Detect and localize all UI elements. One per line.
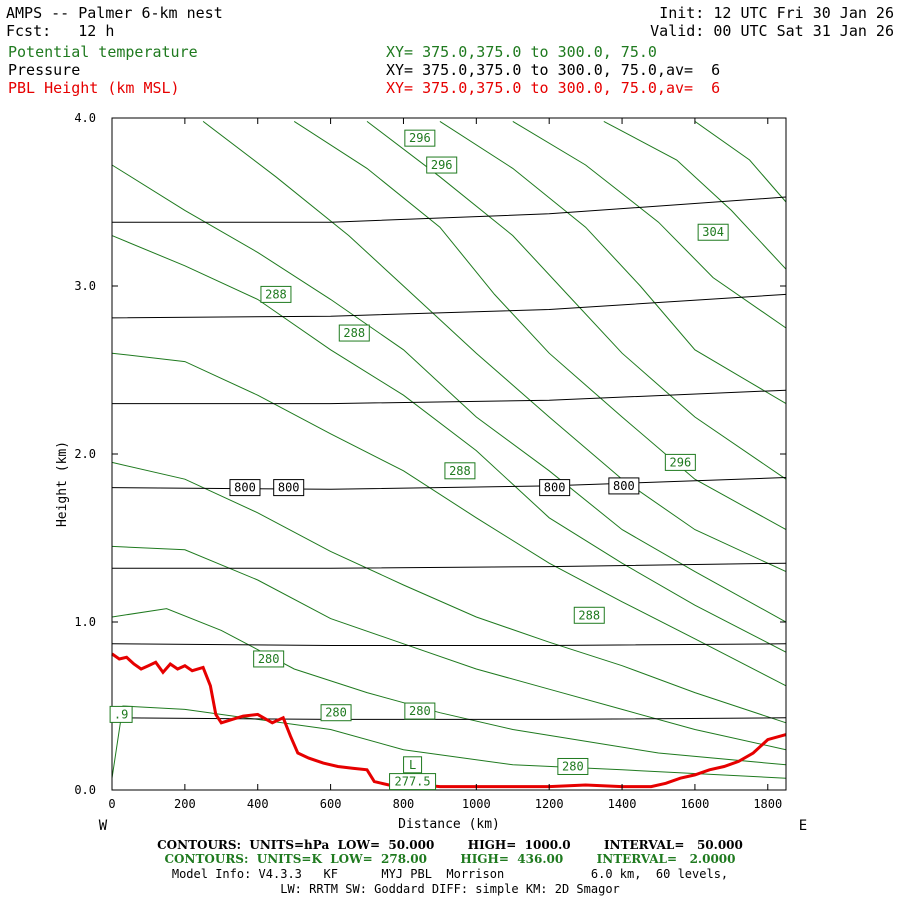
svg-text:800: 800: [234, 481, 256, 495]
svg-text:288: 288: [578, 608, 600, 622]
theta-contour: [439, 120, 787, 405]
theta-contour: [111, 164, 787, 623]
theta-label: 280: [320, 704, 352, 722]
svg-text:304: 304: [702, 225, 724, 239]
theta-contour: [111, 461, 787, 724]
field-pbl: PBL Height (km MSL): [8, 79, 180, 97]
footer-pressure-contours: CONTOURS: UNITS=hPa LOW= 50.000 HIGH= 10…: [157, 838, 743, 852]
theta-contour: [111, 545, 787, 751]
x-tick-label: 1000: [462, 797, 491, 811]
pressure-label: 800: [229, 479, 261, 497]
pressure-label: 800: [539, 479, 571, 497]
svg-text:280: 280: [258, 652, 280, 666]
svg-text:280: 280: [325, 706, 347, 720]
svg-text:288: 288: [343, 326, 365, 340]
pressure-contour: [111, 477, 787, 490]
x-tick-label: 400: [247, 797, 269, 811]
theta-contour: [512, 120, 787, 329]
theta-label: 288: [338, 324, 370, 342]
west-end-label: W: [99, 818, 108, 834]
x-tick-label: 1200: [535, 797, 564, 811]
x-tick-label: 1800: [753, 797, 782, 811]
theta-contour: [202, 121, 787, 573]
theta-label: 288: [444, 462, 476, 480]
footer-physics: LW: RRTM SW: Goddard DIFF: simple KM: 2D…: [280, 882, 620, 896]
pressure-label: 800: [608, 477, 640, 495]
pressure-contour: [112, 389, 787, 405]
y-tick-label: 1.0: [74, 615, 96, 629]
pressure-label: 800: [273, 479, 305, 497]
forecast-hour: Fcst: 12 h: [6, 22, 115, 40]
theta-contour: [366, 121, 787, 480]
xy-pressure: XY= 375.0,375.0 to 300.0, 75.0,av= 6: [386, 61, 721, 79]
y-tick-label: 0.0: [74, 783, 96, 797]
svg-text:800: 800: [613, 479, 635, 493]
theta-contour: [111, 705, 787, 779]
theta-contour: [111, 235, 787, 653]
init-time: Init: 12 UTC Fri 30 Jan 26: [659, 4, 894, 22]
svg-text:280: 280: [562, 759, 584, 773]
xy-theta: XY= 375.0,375.0 to 300.0, 75.0: [386, 43, 657, 61]
footer-theta-contours: CONTOURS: UNITS=K LOW= 278.00 HIGH= 436.…: [164, 852, 736, 866]
footer-model-info: Model Info: V4.3.3 KF MYJ PBL Morrison 6…: [171, 867, 729, 881]
theta-label: 288: [573, 606, 605, 624]
east-end-label: E: [799, 818, 807, 834]
theta-label: 296: [426, 156, 458, 174]
theta-contour: [111, 608, 787, 766]
svg-text:288: 288: [449, 464, 471, 478]
theta-label: 280: [557, 757, 589, 775]
y-tick-label: 4.0: [74, 111, 96, 125]
svg-text:.9: .9: [114, 707, 128, 721]
svg-text:277.5: 277.5: [395, 775, 431, 789]
svg-text:288: 288: [265, 287, 287, 301]
valid-time: Valid: 00 UTC Sat 31 Jan 26: [650, 22, 894, 40]
y-tick-label: 3.0: [74, 279, 96, 293]
svg-text:296: 296: [670, 455, 692, 469]
theta-contour: [603, 120, 787, 270]
x-tick-label: 200: [174, 797, 196, 811]
svg-text:296: 296: [409, 131, 431, 145]
theta-contour: [694, 120, 787, 203]
y-axis-label: Height (km): [55, 441, 70, 527]
field-theta: Potential temperature: [8, 43, 198, 61]
pressure-contour: [112, 562, 787, 569]
pressure-contour: [111, 717, 787, 720]
svg-text:296: 296: [431, 158, 453, 172]
pressure-contour: [111, 643, 787, 646]
svg-text:L: L: [409, 758, 416, 772]
svg-text:800: 800: [278, 481, 300, 495]
x-tick-label: 800: [393, 797, 415, 811]
theta-label: 288: [260, 285, 292, 303]
theta-label: 304: [697, 223, 729, 241]
x-tick-label: 1400: [608, 797, 637, 811]
y-tick-label: 2.0: [74, 447, 96, 461]
x-tick-label: 0: [108, 797, 115, 811]
theta-contour: [111, 352, 787, 687]
pbl-height-line: [111, 652, 787, 789]
chart-title: AMPS -- Palmer 6-km nest: [6, 4, 223, 22]
x-tick-label: 1600: [680, 797, 709, 811]
xy-pbl: XY= 375.0,375.0 to 300.0, 75.0,av= 6: [386, 79, 721, 97]
pressure-contour: [111, 293, 787, 319]
field-pressure: Pressure: [8, 61, 81, 79]
x-axis-label: Distance (km): [398, 817, 500, 832]
theta-label: 280: [253, 650, 285, 668]
theta-label: 296: [404, 129, 436, 147]
theta-label: 280: [404, 702, 436, 720]
x-tick-label: 600: [320, 797, 342, 811]
theta-label: .9: [109, 705, 133, 723]
theta-label: 277.5: [389, 773, 437, 791]
svg-text:800: 800: [544, 481, 566, 495]
pressure-contour: [112, 196, 787, 223]
theta-label: 296: [664, 453, 696, 471]
svg-text:280: 280: [409, 704, 431, 718]
theta-label: L: [403, 756, 423, 774]
